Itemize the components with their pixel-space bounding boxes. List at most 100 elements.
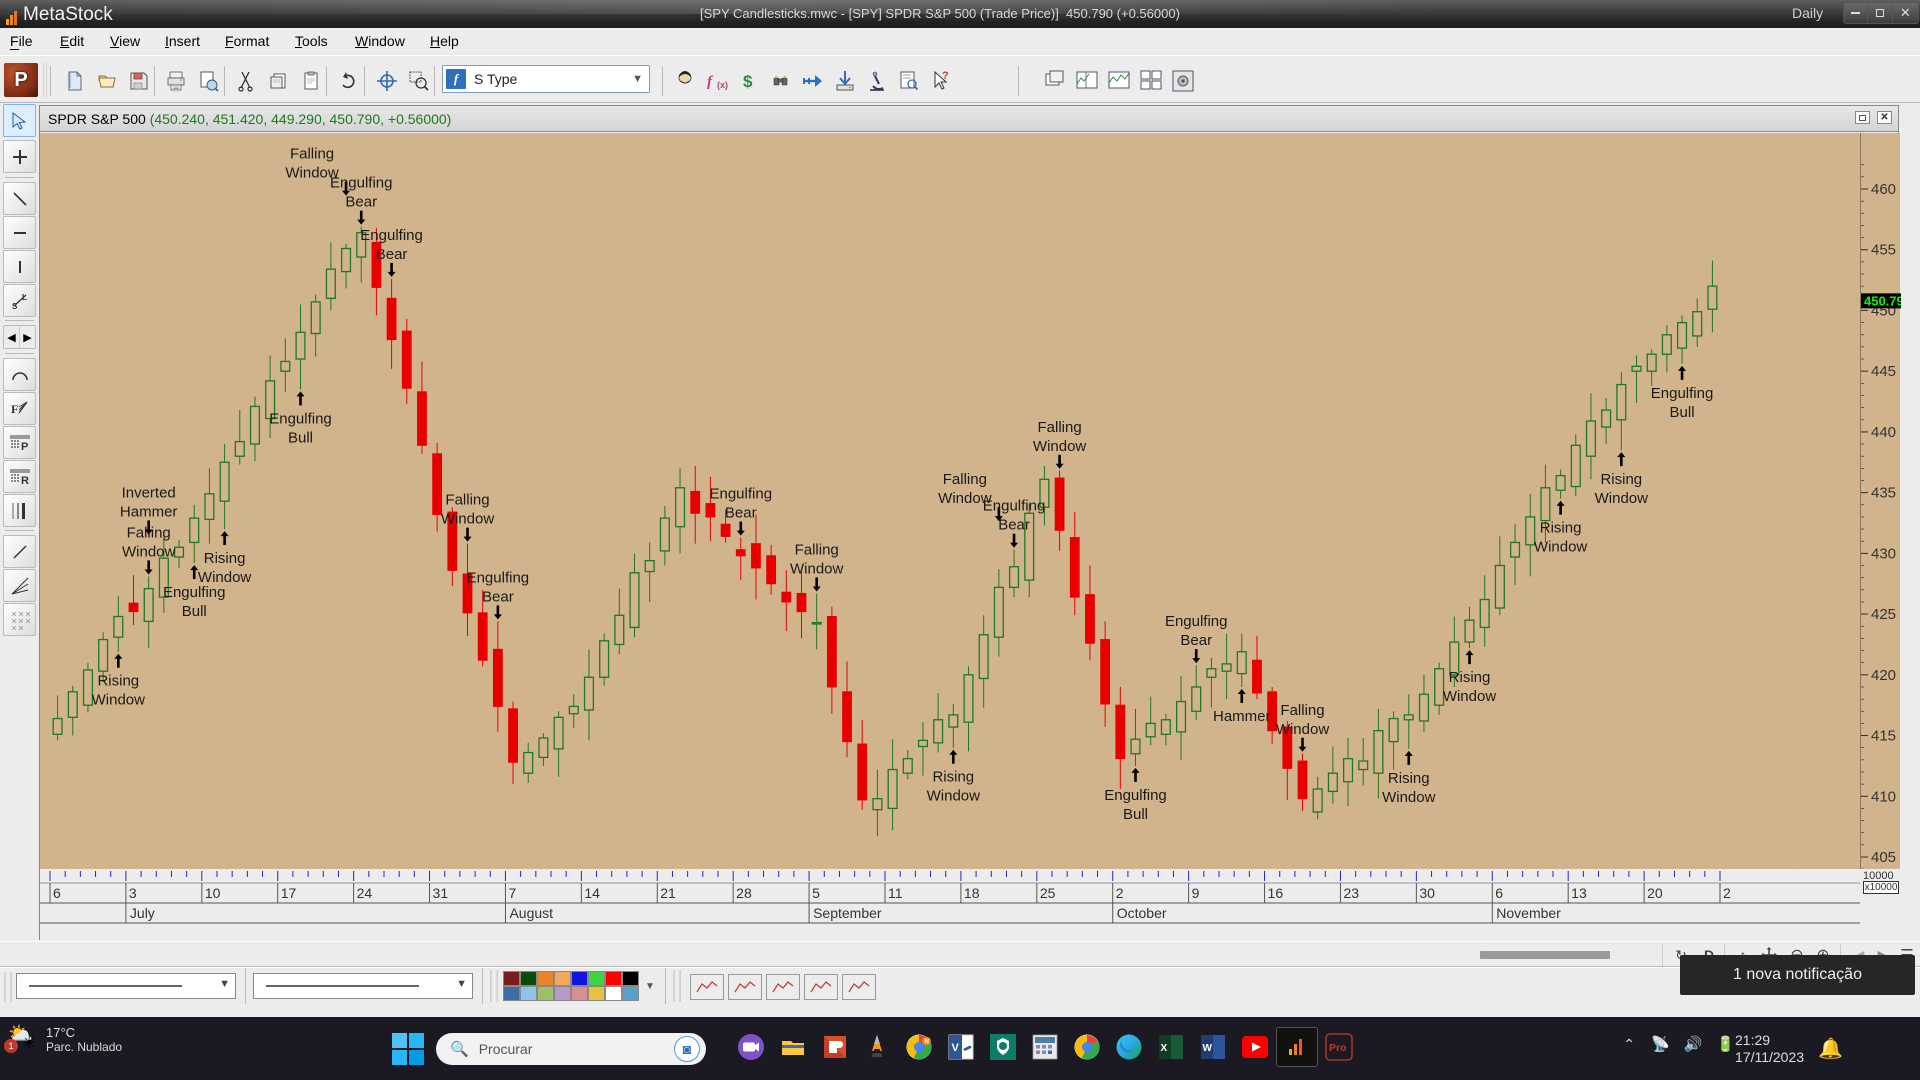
- svg-text:405: 405: [1871, 849, 1896, 866]
- svg-text:21: 21: [660, 885, 676, 901]
- svg-text:17: 17: [281, 885, 297, 901]
- svg-text:Engulfing: Engulfing: [269, 410, 332, 427]
- svg-text:450.7900: 450.7900: [1864, 293, 1901, 308]
- svg-text:Falling: Falling: [1280, 702, 1324, 719]
- svg-text:6: 6: [53, 885, 61, 901]
- svg-text:Engulfing: Engulfing: [983, 498, 1046, 515]
- svg-text:f: f: [707, 74, 714, 90]
- svg-text:455: 455: [1871, 242, 1896, 259]
- svg-text:445: 445: [1871, 363, 1896, 380]
- svg-text:Bear: Bear: [725, 505, 757, 522]
- svg-text:Bull: Bull: [288, 429, 313, 446]
- svg-text:Engulfing: Engulfing: [1651, 385, 1714, 402]
- svg-text:Bear: Bear: [376, 246, 408, 263]
- svg-text:Engulfing: Engulfing: [330, 175, 393, 192]
- svg-text:X: X: [1161, 1043, 1168, 1054]
- svg-text:(x): (x): [717, 80, 728, 90]
- svg-text:Window: Window: [1382, 789, 1436, 806]
- svg-text:August: August: [509, 905, 553, 921]
- svg-text:W: W: [1203, 1043, 1213, 1054]
- svg-text:Engulfing: Engulfing: [467, 569, 530, 586]
- svg-text:Rising: Rising: [1600, 471, 1642, 488]
- svg-text:Falling: Falling: [795, 541, 839, 558]
- svg-text:L: L: [22, 293, 27, 302]
- svg-text:Falling: Falling: [943, 471, 987, 488]
- svg-text:420: 420: [1871, 667, 1896, 684]
- svg-text:?: ?: [942, 70, 949, 82]
- svg-text:415: 415: [1871, 728, 1896, 745]
- svg-text:S: S: [12, 302, 18, 311]
- svg-text:Rising: Rising: [1449, 669, 1491, 686]
- svg-text:R: R: [21, 475, 29, 487]
- svg-text:Falling: Falling: [1037, 419, 1081, 436]
- svg-text:28: 28: [736, 885, 752, 901]
- svg-text:430: 430: [1871, 545, 1896, 562]
- svg-text:11: 11: [888, 885, 903, 901]
- svg-text:Pro: Pro: [1329, 1042, 1347, 1054]
- svg-text:Bear: Bear: [998, 517, 1030, 534]
- svg-text:Bear: Bear: [345, 194, 377, 211]
- svg-text:30: 30: [1419, 885, 1435, 901]
- svg-text:Engulfing: Engulfing: [1104, 787, 1167, 804]
- svg-text:6: 6: [1495, 885, 1503, 901]
- svg-text:Rising: Rising: [932, 769, 974, 786]
- svg-text:Rising: Rising: [204, 550, 246, 567]
- svg-text:Window: Window: [790, 560, 844, 577]
- svg-text:25: 25: [1040, 885, 1056, 901]
- svg-text:Window: Window: [1033, 438, 1087, 455]
- svg-text:20: 20: [1647, 885, 1663, 901]
- svg-text:7: 7: [508, 885, 516, 901]
- svg-text:Engulfing: Engulfing: [709, 486, 772, 503]
- svg-text:Bear: Bear: [482, 588, 514, 605]
- svg-text:24: 24: [357, 885, 373, 901]
- svg-text:$: $: [743, 72, 753, 91]
- svg-text:P: P: [21, 441, 28, 453]
- svg-text:Window: Window: [1443, 688, 1497, 705]
- svg-text:Falling: Falling: [445, 492, 489, 509]
- svg-text:3: 3: [129, 885, 137, 901]
- svg-text:Bull: Bull: [1670, 404, 1695, 421]
- svg-text:Rising: Rising: [97, 673, 139, 690]
- svg-text:Window: Window: [441, 511, 495, 528]
- svg-text:23: 23: [1343, 885, 1359, 901]
- svg-text:410: 410: [1871, 788, 1896, 805]
- svg-text:Engulfing: Engulfing: [1165, 613, 1228, 630]
- svg-text:Falling: Falling: [290, 146, 334, 163]
- svg-text:5: 5: [812, 885, 820, 901]
- svg-text:Window: Window: [1595, 490, 1649, 507]
- svg-text:Window: Window: [92, 692, 146, 709]
- svg-text:Rising: Rising: [1388, 770, 1430, 787]
- svg-text:July: July: [130, 905, 155, 921]
- svg-text:460: 460: [1871, 181, 1896, 198]
- svg-text:Hammer: Hammer: [1213, 708, 1271, 725]
- svg-text:Bear: Bear: [1180, 632, 1212, 649]
- svg-text:Hammer: Hammer: [120, 503, 178, 520]
- svg-text:October: October: [1117, 905, 1167, 921]
- svg-text:Inverted: Inverted: [122, 484, 176, 501]
- svg-text:2: 2: [1723, 885, 1731, 901]
- svg-text:Window: Window: [927, 788, 981, 805]
- svg-text:440: 440: [1871, 424, 1896, 441]
- svg-text:V: V: [952, 1042, 960, 1054]
- svg-text:13: 13: [1571, 885, 1587, 901]
- svg-text:435: 435: [1871, 485, 1896, 502]
- svg-text:9: 9: [1192, 885, 1200, 901]
- svg-text:Bull: Bull: [1123, 806, 1148, 823]
- svg-text:Bull: Bull: [182, 603, 207, 620]
- svg-text:Rising: Rising: [1540, 520, 1582, 537]
- svg-text:September: September: [813, 905, 882, 921]
- svg-text:F: F: [11, 402, 18, 416]
- svg-text:Window: Window: [1276, 721, 1330, 738]
- svg-text:Engulfing: Engulfing: [163, 584, 226, 601]
- svg-text:14: 14: [584, 885, 600, 901]
- svg-text:Window: Window: [122, 543, 176, 560]
- svg-text:November: November: [1496, 905, 1561, 921]
- svg-text:N: N: [925, 1039, 929, 1045]
- svg-text:Window: Window: [1534, 539, 1588, 556]
- svg-text:16: 16: [1268, 885, 1284, 901]
- svg-text:2: 2: [1116, 885, 1124, 901]
- svg-text:10: 10: [205, 885, 221, 901]
- svg-text:31: 31: [433, 885, 449, 901]
- svg-text:Window: Window: [198, 569, 252, 586]
- svg-text:Engulfing: Engulfing: [360, 227, 423, 244]
